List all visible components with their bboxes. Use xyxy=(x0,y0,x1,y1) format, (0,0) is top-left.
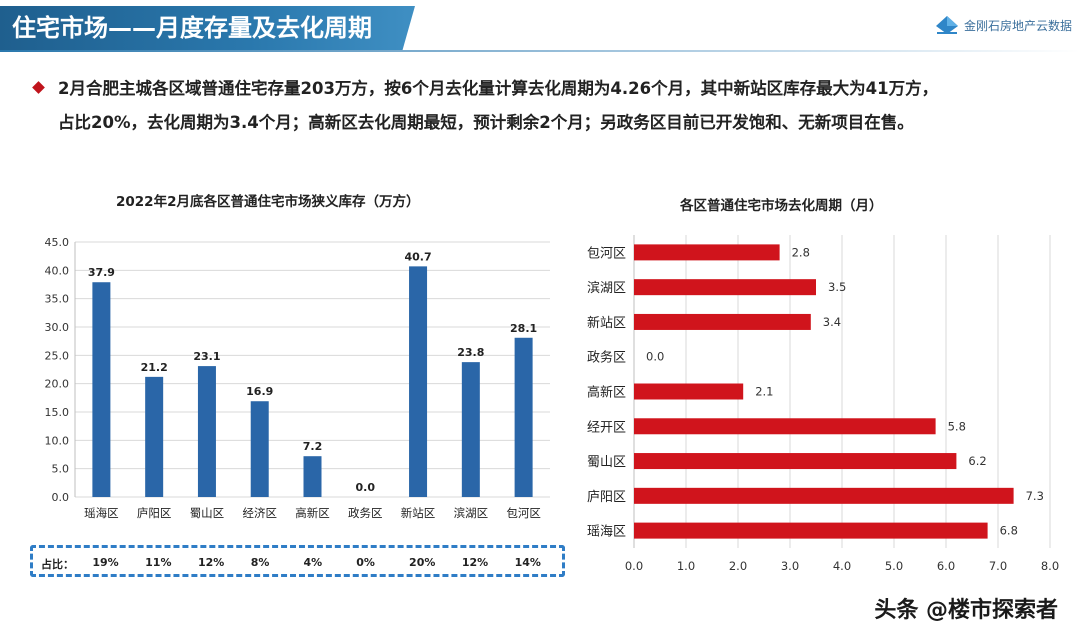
summary-line-2: 占比20%，去化周期为3.4个月；高新区去化周期最短，预计剩余2个月；另政务区目… xyxy=(58,113,914,132)
share-value: 20% xyxy=(409,556,436,569)
x-tick-label: 5.0 xyxy=(885,559,903,573)
cycle-bar xyxy=(634,453,957,470)
x-category-label: 庐阳区 xyxy=(137,506,172,520)
share-value: 0% xyxy=(356,556,375,569)
cycle-value-label: 5.8 xyxy=(948,419,966,433)
x-tick-label: 8.0 xyxy=(1041,559,1059,573)
y-tick-label: 5.0 xyxy=(52,463,70,476)
share-value: 12% xyxy=(461,556,489,569)
x-tick-label: 1.0 xyxy=(677,559,695,573)
y-tick-label: 40.0 xyxy=(45,264,70,277)
inventory-value-label: 21.2 xyxy=(141,361,168,374)
cycle-value-label: 6.8 xyxy=(1000,524,1018,538)
y-tick-label: 15.0 xyxy=(45,406,70,419)
share-row: 占比： 19% 11% 12% 8% 4% 0% 20% 12% 14% xyxy=(30,545,565,577)
x-category-label: 经济区 xyxy=(242,506,277,520)
x-tick-label: 3.0 xyxy=(781,559,799,573)
cycle-bar xyxy=(634,244,780,261)
x-category-label: 高新区 xyxy=(295,506,330,520)
y-tick-label: 0.0 xyxy=(52,491,70,504)
cycle-value-label: 2.8 xyxy=(792,245,810,259)
inventory-value-label: 37.9 xyxy=(88,266,115,279)
x-tick-label: 6.0 xyxy=(937,559,955,573)
summary-line-1: 2月合肥主城各区域普通住宅存量203万方，按6个月去化量计算去化周期为4.26个… xyxy=(58,79,939,98)
inventory-bar xyxy=(303,456,322,497)
cycle-bar-chart: 0.0 1.0 2.0 3.0 4.0 5.0 6.0 7.0 8.0 2.8 包河区 3.5 滨湖区 3… xyxy=(587,235,1059,573)
share-value: 19% xyxy=(92,556,119,569)
cycle-bar xyxy=(634,418,936,435)
inventory-value-label: 40.7 xyxy=(404,250,431,263)
cycle-value-label: 3.4 xyxy=(823,315,841,329)
y-tick-label: 20.0 xyxy=(45,378,70,391)
inventory-value-label: 7.2 xyxy=(303,440,323,453)
inventory-value-label: 23.1 xyxy=(193,350,220,363)
inventory-value-label: 28.1 xyxy=(510,322,537,335)
cycle-chart-title: 各区普通住宅市场去化周期（月） xyxy=(680,198,883,214)
y-category-label: 滨湖区 xyxy=(587,280,626,296)
y-category-label: 政务区 xyxy=(587,350,626,366)
y-category-label: 新站区 xyxy=(587,315,626,331)
x-category-label: 滨湖区 xyxy=(454,506,489,520)
share-value: 4% xyxy=(303,556,323,569)
y-category-label: 经开区 xyxy=(587,420,626,435)
cycle-value-label: 6.2 xyxy=(968,454,986,468)
cycle-bar xyxy=(634,383,744,400)
inventory-value-label: 16.9 xyxy=(246,385,273,398)
cycle-value-label: 2.1 xyxy=(755,385,773,399)
page-title: 住宅市场——月度存量及去化周期 xyxy=(0,6,415,50)
y-tick-label: 35.0 xyxy=(45,293,70,306)
x-tick-label: 2.0 xyxy=(729,559,747,573)
title-underline xyxy=(0,50,1080,52)
x-category-label: 新站区 xyxy=(401,506,436,520)
cycle-bar xyxy=(634,487,1014,504)
inventory-bar xyxy=(145,376,164,497)
y-tick-label: 45.0 xyxy=(45,236,70,249)
inventory-bar xyxy=(514,337,533,497)
x-category-label: 政务区 xyxy=(348,506,383,520)
diamond-logo-icon xyxy=(935,16,958,34)
y-category-label: 蜀山区 xyxy=(587,455,626,470)
inventory-bar xyxy=(409,266,428,497)
share-value: 8% xyxy=(250,556,270,569)
inventory-bar xyxy=(250,401,269,497)
cycle-bar xyxy=(634,279,816,296)
share-value: 11% xyxy=(145,556,172,569)
brand-logo: 金刚石房地产云数据 xyxy=(934,10,1072,40)
x-category-label: 蜀山区 xyxy=(190,506,225,520)
y-tick-label: 30.0 xyxy=(45,321,70,334)
share-value: 14% xyxy=(514,556,541,569)
x-category-label: 包河区 xyxy=(506,506,541,520)
x-tick-label: 7.0 xyxy=(989,559,1007,573)
cycle-value-label: 3.5 xyxy=(828,280,846,294)
x-tick-label: 4.0 xyxy=(833,559,851,573)
inventory-bar xyxy=(197,366,216,497)
watermark: 头条 @楼市探索者 xyxy=(874,598,1058,623)
inventory-bar xyxy=(461,362,480,497)
share-value: 12% xyxy=(197,556,225,569)
y-category-label: 高新区 xyxy=(587,385,626,401)
cycle-value-label: 0.0 xyxy=(646,350,664,364)
share-label: 占比： xyxy=(41,558,74,571)
cycle-value-label: 7.3 xyxy=(1026,489,1044,503)
y-tick-label: 25.0 xyxy=(45,349,70,362)
inventory-value-label: 0.0 xyxy=(356,481,376,494)
y-category-label: 瑶海区 xyxy=(587,525,626,540)
inventory-chart-title: 2022年2月底各区普通住宅市场狭义库存（万方） xyxy=(116,194,420,210)
x-category-label: 瑶海区 xyxy=(84,506,119,520)
cycle-bar xyxy=(634,522,988,539)
cycle-bar xyxy=(634,313,811,330)
x-tick-label: 0.0 xyxy=(625,559,643,573)
y-category-label: 包河区 xyxy=(587,246,626,261)
y-tick-label: 10.0 xyxy=(45,434,70,447)
inventory-value-label: 23.8 xyxy=(457,346,484,359)
y-category-label: 庐阳区 xyxy=(587,490,626,505)
logo-text: 金刚石房地产云数据 xyxy=(963,18,1072,33)
inventory-bar-chart: 0.0 5.0 10.0 15.0 20.0 25.0 30.0 35.0 40.0 45.0 37… xyxy=(45,236,550,520)
summary-text: 2月合肥主城各区域普通住宅存量203万方，按6个月去化量计算去化周期为4.26个… xyxy=(32,72,1054,140)
inventory-bar xyxy=(92,282,111,497)
